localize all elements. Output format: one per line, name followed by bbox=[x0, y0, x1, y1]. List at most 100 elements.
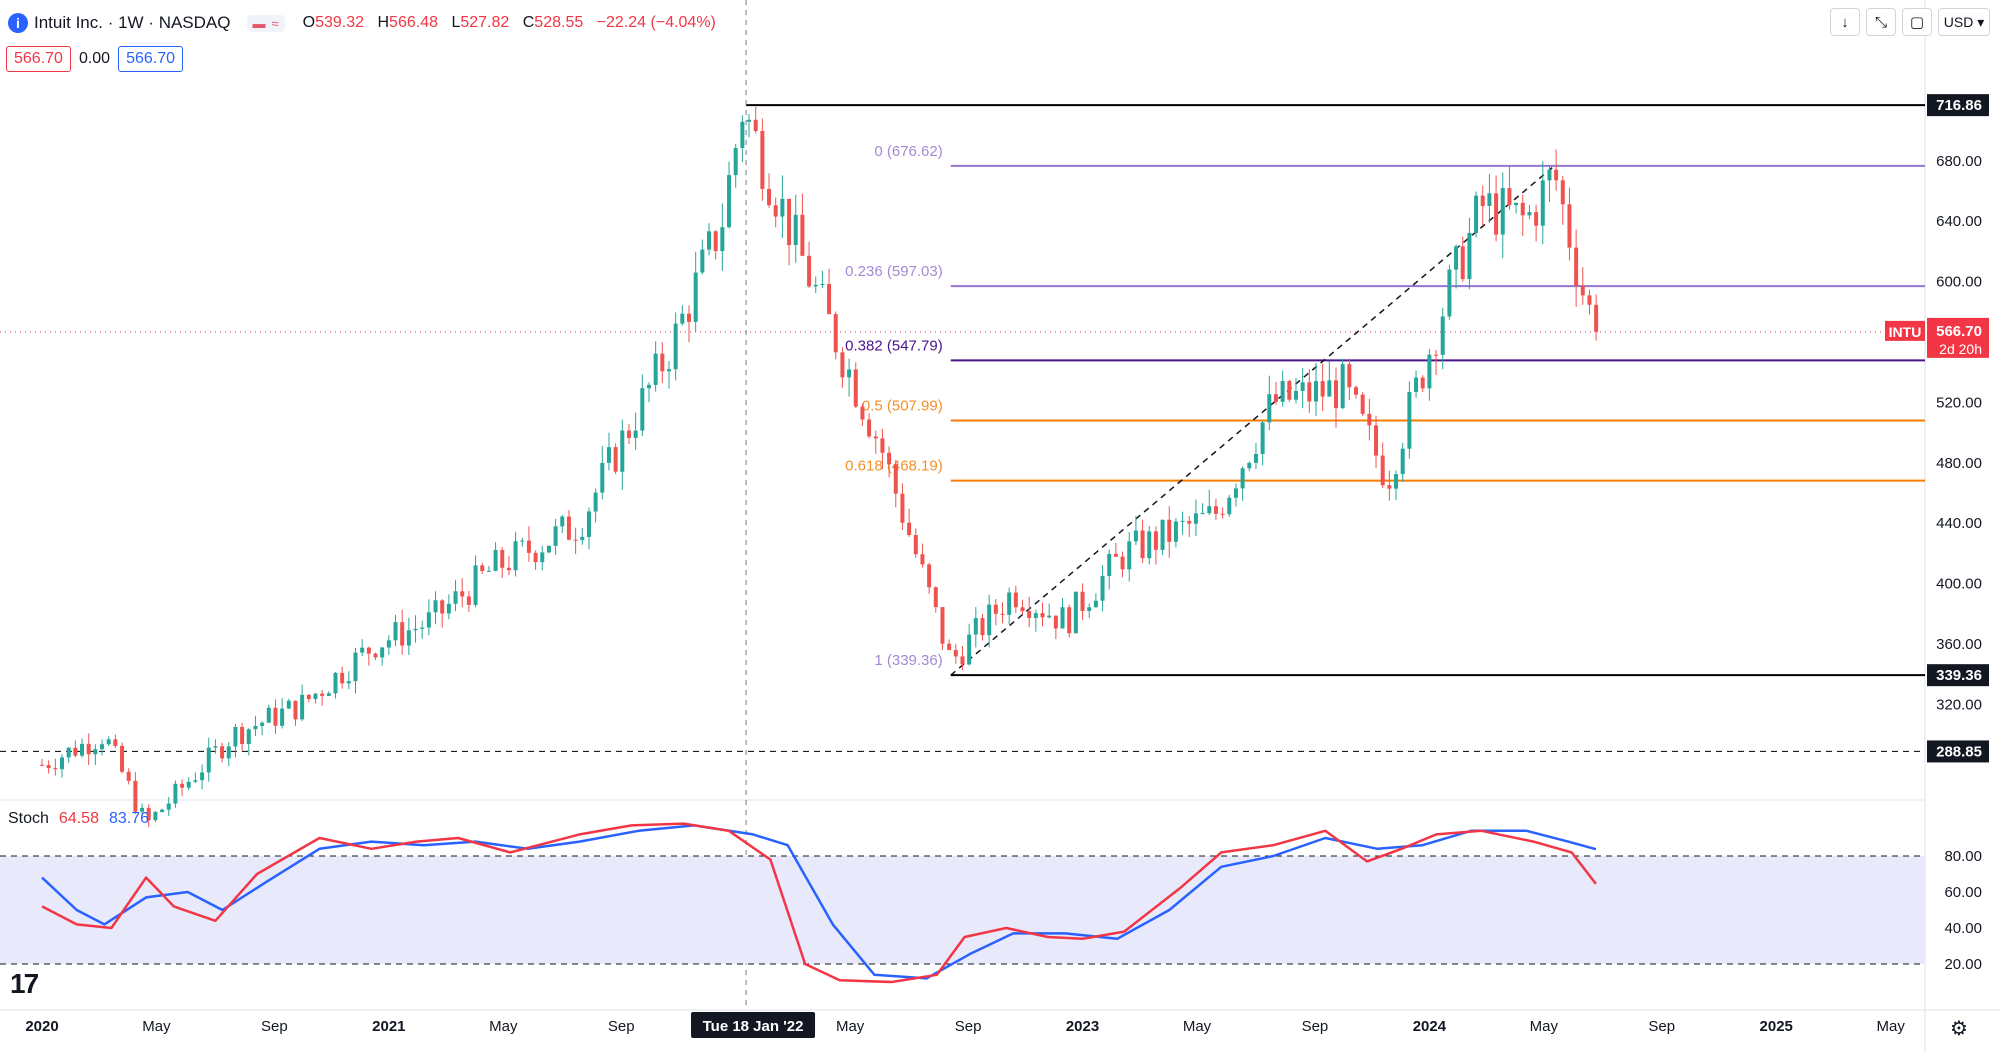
candle[interactable] bbox=[420, 627, 425, 629]
candle[interactable] bbox=[987, 604, 992, 636]
candle[interactable] bbox=[1187, 520, 1192, 524]
candle[interactable] bbox=[1153, 531, 1158, 550]
tradingview-logo-icon[interactable]: 17 bbox=[10, 968, 39, 999]
candle[interactable] bbox=[1020, 607, 1025, 612]
candle[interactable] bbox=[526, 540, 531, 553]
candle[interactable] bbox=[1560, 180, 1565, 205]
candle[interactable] bbox=[1207, 506, 1212, 514]
candle[interactable] bbox=[126, 771, 131, 781]
candle[interactable] bbox=[1220, 513, 1225, 515]
candle[interactable] bbox=[666, 369, 671, 372]
candle[interactable] bbox=[893, 464, 898, 494]
candle[interactable] bbox=[1380, 455, 1385, 486]
candle[interactable] bbox=[39, 764, 45, 766]
candle[interactable] bbox=[320, 693, 325, 696]
candle[interactable] bbox=[1434, 354, 1439, 356]
candle[interactable] bbox=[1067, 607, 1072, 634]
candle[interactable] bbox=[593, 492, 598, 512]
candle[interactable] bbox=[100, 744, 105, 750]
candle[interactable] bbox=[1260, 422, 1265, 454]
candle[interactable] bbox=[873, 436, 878, 439]
candle[interactable] bbox=[1227, 497, 1232, 515]
candle[interactable] bbox=[106, 739, 111, 745]
candle[interactable] bbox=[580, 536, 585, 541]
candle[interactable] bbox=[1247, 462, 1252, 469]
candle[interactable] bbox=[113, 739, 118, 746]
candle[interactable] bbox=[346, 681, 351, 684]
candle[interactable] bbox=[840, 352, 845, 378]
candle[interactable] bbox=[393, 622, 398, 641]
candle[interactable] bbox=[753, 119, 758, 132]
snapshot-icon[interactable]: ▢ bbox=[1902, 8, 1932, 36]
candle[interactable] bbox=[206, 747, 211, 773]
candle[interactable] bbox=[46, 765, 51, 769]
stoch-k-line[interactable] bbox=[41, 822, 1597, 984]
candle[interactable] bbox=[413, 628, 418, 631]
candle[interactable] bbox=[653, 353, 658, 385]
candle[interactable] bbox=[400, 622, 405, 646]
candle[interactable] bbox=[1160, 519, 1165, 550]
candle[interactable] bbox=[1467, 232, 1472, 280]
candle[interactable] bbox=[793, 214, 798, 246]
sell-price-box[interactable]: 566.70 bbox=[6, 46, 71, 72]
candle[interactable] bbox=[827, 283, 832, 315]
candle[interactable] bbox=[820, 283, 825, 285]
candle[interactable] bbox=[220, 746, 225, 759]
candle[interactable] bbox=[727, 175, 732, 228]
candle[interactable] bbox=[1520, 202, 1525, 216]
candle[interactable] bbox=[513, 541, 518, 571]
candle[interactable] bbox=[280, 708, 285, 726]
candle[interactable] bbox=[933, 587, 938, 608]
candle[interactable] bbox=[1387, 485, 1392, 489]
candle[interactable] bbox=[1233, 488, 1238, 498]
candle[interactable] bbox=[833, 314, 838, 353]
candle[interactable] bbox=[1554, 169, 1559, 181]
candle[interactable] bbox=[920, 554, 925, 565]
candle[interactable] bbox=[340, 672, 345, 684]
candle[interactable] bbox=[720, 227, 725, 252]
candle[interactable] bbox=[980, 618, 985, 636]
candle[interactable] bbox=[1494, 193, 1499, 235]
candle[interactable] bbox=[500, 549, 505, 568]
candle[interactable] bbox=[1107, 553, 1112, 576]
candle[interactable] bbox=[1287, 381, 1292, 400]
candle[interactable] bbox=[53, 768, 58, 770]
candle[interactable] bbox=[787, 198, 792, 246]
candle[interactable] bbox=[807, 255, 812, 287]
candle[interactable] bbox=[226, 746, 231, 759]
candle[interactable] bbox=[586, 511, 591, 537]
candle[interactable] bbox=[173, 783, 178, 804]
candle[interactable] bbox=[800, 214, 805, 256]
candle[interactable] bbox=[967, 634, 972, 665]
candle[interactable] bbox=[960, 656, 965, 665]
candle[interactable] bbox=[313, 693, 318, 700]
candle[interactable] bbox=[193, 780, 198, 782]
candle[interactable] bbox=[440, 600, 445, 614]
candle[interactable] bbox=[713, 231, 718, 252]
candle[interactable] bbox=[453, 591, 458, 604]
candle[interactable] bbox=[1253, 453, 1258, 463]
candle[interactable] bbox=[560, 516, 565, 527]
candle[interactable] bbox=[373, 653, 378, 658]
candle[interactable] bbox=[1320, 381, 1325, 397]
candle[interactable] bbox=[1514, 202, 1519, 206]
candle[interactable] bbox=[1013, 592, 1018, 608]
candle[interactable] bbox=[1073, 591, 1078, 634]
candle[interactable] bbox=[707, 231, 712, 250]
candle[interactable] bbox=[293, 700, 298, 720]
candle[interactable] bbox=[1100, 575, 1105, 601]
candle[interactable] bbox=[646, 384, 651, 389]
candle[interactable] bbox=[900, 493, 905, 523]
candle[interactable] bbox=[433, 600, 438, 613]
stoch-d-line[interactable] bbox=[41, 824, 1597, 980]
candle[interactable] bbox=[80, 743, 85, 756]
candle[interactable] bbox=[633, 430, 638, 438]
candle[interactable] bbox=[240, 726, 245, 745]
candle[interactable] bbox=[573, 539, 578, 541]
candle[interactable] bbox=[1007, 592, 1012, 615]
candle[interactable] bbox=[366, 647, 371, 654]
candle[interactable] bbox=[380, 647, 385, 658]
candle[interactable] bbox=[300, 694, 305, 720]
candle[interactable] bbox=[520, 540, 525, 542]
